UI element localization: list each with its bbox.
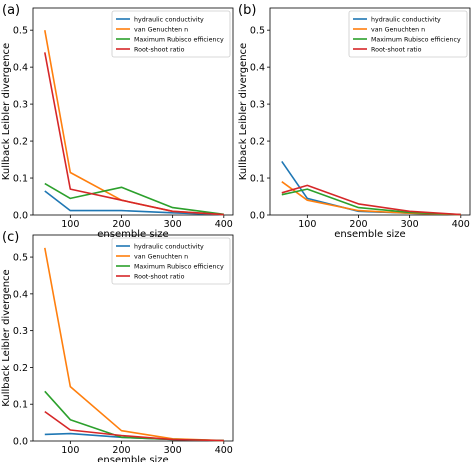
legend-label: hydraulic conductivity	[371, 16, 441, 23]
legend-label: Maximum Rubisco efficiency	[134, 263, 224, 270]
legend-label: Root-shoot ratio	[134, 46, 185, 53]
x-tick-label: 100	[298, 219, 316, 230]
series-line	[44, 52, 224, 216]
legend-label: hydraulic conductivity	[134, 16, 204, 23]
legend-label: Root-shoot ratio	[371, 46, 422, 53]
y-tick-label: 0.5	[13, 26, 28, 37]
x-tick-label: 100	[61, 445, 79, 456]
x-tick-label: 300	[164, 219, 182, 230]
x-tick-label: 100	[61, 219, 79, 230]
y-tick-label: 0.5	[250, 26, 265, 37]
x-tick-label: 400	[215, 445, 233, 456]
y-tick-label: 0.4	[13, 63, 28, 74]
series-line	[281, 184, 461, 216]
y-tick-label: 0.0	[13, 437, 28, 448]
y-axis-label: Kullback Leibler divergence	[1, 269, 12, 406]
y-tick-label: 0.2	[13, 137, 28, 148]
x-tick-label: 200	[112, 219, 130, 230]
panel-c: 0.0 0.1 0.2 0.3 0.4 0.5 100 200 300 400 ensemble s…	[1, 230, 234, 462]
y-tick-label: 0.2	[250, 137, 265, 148]
x-axis-label: ensemble size	[334, 229, 405, 240]
x-tick-label: 400	[215, 219, 233, 230]
legend-label: Maximum Rubisco efficiency	[371, 36, 461, 43]
y-tick-label: 0.1	[250, 174, 265, 185]
panel-label: (b)	[238, 3, 256, 18]
series-line	[44, 410, 224, 442]
legend-label: van Genuchten n	[134, 26, 188, 33]
plot-frame	[269, 7, 471, 216]
legend-label: Root-shoot ratio	[134, 273, 185, 280]
y-tick-label: 0.2	[13, 363, 28, 374]
y-tick-label: 0.0	[13, 211, 28, 222]
x-axis-label: ensemble size	[97, 229, 168, 240]
panel-label: (c)	[2, 230, 19, 245]
legend-label: van Genuchten n	[134, 253, 188, 260]
y-tick-label: 0.3	[250, 100, 265, 111]
y-tick-label: 0.0	[250, 211, 265, 222]
y-tick-label: 0.3	[13, 326, 28, 337]
panel-label: (a)	[2, 3, 20, 18]
panel-a: 0.0 0.1 0.2 0.3 0.4 0.5 100 200 300 400 ensemble s…	[1, 3, 234, 240]
y-tick-label: 0.4	[13, 289, 28, 300]
y-tick-label: 0.1	[13, 400, 28, 411]
panel-b: 0.0 0.1 0.2 0.3 0.4 0.5 100 200 300 400 ensemble s…	[238, 3, 471, 240]
series-line	[44, 190, 224, 216]
series-line	[44, 182, 224, 216]
y-tick-label: 0.3	[13, 100, 28, 111]
legend-box	[111, 237, 231, 285]
plot-frame	[32, 7, 234, 216]
series-line	[44, 30, 224, 216]
x-tick-label: 400	[452, 219, 470, 230]
x-axis-label: ensemble size	[97, 455, 168, 462]
legend-label: van Genuchten n	[371, 26, 425, 33]
plot-frame	[32, 234, 234, 442]
x-tick-label: 300	[401, 219, 419, 230]
y-axis-label: Kullback Leibler divergence	[1, 43, 12, 180]
legend-label: Maximum Rubisco efficiency	[134, 36, 224, 43]
x-tick-label: 200	[349, 219, 367, 230]
series-line	[281, 160, 461, 216]
y-tick-label: 0.4	[250, 63, 265, 74]
x-tick-label: 200	[112, 445, 130, 456]
legend-label: hydraulic conductivity	[134, 243, 204, 250]
y-tick-label: 0.1	[13, 174, 28, 185]
legend-box	[348, 10, 468, 58]
x-tick-label: 300	[164, 445, 182, 456]
y-tick-label: 0.5	[13, 253, 28, 264]
legend-box	[111, 10, 231, 58]
y-axis-label: Kullback Leibler divergence	[238, 43, 249, 180]
